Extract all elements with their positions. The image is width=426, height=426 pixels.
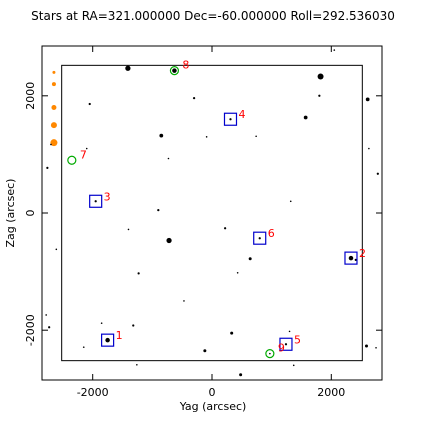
star-point <box>88 102 91 106</box>
x-tick-label: -2000 <box>77 386 109 399</box>
star-point <box>127 228 130 231</box>
offchip-star <box>52 70 56 74</box>
star-point <box>269 352 271 355</box>
star-point <box>288 330 291 333</box>
star-point <box>258 237 261 240</box>
star-point <box>284 343 288 346</box>
star-point <box>167 157 170 160</box>
acquisition-circles: 7 8 9 <box>67 59 285 359</box>
star-point <box>82 346 85 348</box>
star-point <box>333 49 336 51</box>
star-point <box>203 349 207 353</box>
star-point <box>85 147 88 150</box>
y-axis-label: Zag (arcsec) <box>4 179 17 248</box>
y-tick-label: -2000 <box>24 314 37 346</box>
offchip-star <box>50 122 57 129</box>
star-point <box>46 166 49 170</box>
star-point <box>239 373 243 377</box>
star-point <box>94 200 97 203</box>
guide-star-boxes: 1 2 3 4 5 6 <box>89 108 366 351</box>
guide-star-box <box>89 194 103 208</box>
star-point <box>192 97 196 100</box>
star-point <box>236 271 239 274</box>
star-point <box>364 344 368 348</box>
star-point <box>157 208 160 212</box>
star-point <box>317 73 324 80</box>
acq-circle <box>169 66 180 76</box>
x-axis-label: Yag (arcsec) <box>179 400 247 413</box>
y-tick-label: 0 <box>24 210 37 217</box>
guide-star-box <box>344 251 358 265</box>
star-point <box>50 143 52 146</box>
star-point <box>183 300 185 302</box>
x-tick-label: 2000 <box>317 386 345 399</box>
guide-star-box <box>253 231 267 245</box>
offchip-stars <box>50 70 58 147</box>
star-point <box>136 363 138 366</box>
guide-star-label: 2 <box>359 247 366 260</box>
star-point <box>365 97 370 102</box>
star-point <box>45 314 47 316</box>
star-point <box>230 331 234 335</box>
star-point <box>292 364 295 367</box>
guide-star-box <box>223 112 238 126</box>
offchip-star <box>51 105 57 111</box>
offchip-star <box>50 139 58 147</box>
star-point <box>132 324 135 327</box>
guide-star-box <box>101 333 115 347</box>
star-point <box>229 118 232 121</box>
star-point <box>348 255 354 261</box>
guide-star-label: 6 <box>268 227 275 240</box>
star-point <box>318 94 321 97</box>
star-point <box>55 248 58 251</box>
star-point <box>375 346 377 349</box>
star-point <box>354 258 357 262</box>
star-point <box>223 227 227 230</box>
acq-star-label: 7 <box>80 148 87 161</box>
star-point <box>289 200 292 203</box>
offchip-star <box>51 82 56 87</box>
star-point <box>48 326 51 329</box>
star-point <box>248 257 252 261</box>
star-point <box>172 68 177 73</box>
y-tick-label: 2000 <box>24 82 37 110</box>
star-point <box>125 65 131 71</box>
field-of-view-box <box>61 64 363 362</box>
star-point <box>368 147 370 150</box>
guide-star-label: 5 <box>294 333 301 346</box>
acq-circle <box>67 155 77 165</box>
y-axis: -2000 0 2000 <box>24 82 382 346</box>
star-point <box>303 115 308 120</box>
acq-star-label: 8 <box>182 59 189 72</box>
stars <box>45 49 379 377</box>
star-point <box>166 237 172 244</box>
star-point <box>376 172 379 175</box>
plot-frame <box>41 45 383 381</box>
star-point <box>137 272 140 275</box>
acq-circle <box>265 349 275 359</box>
star-point <box>100 322 103 324</box>
x-axis: -2000 0 2000 <box>77 46 345 399</box>
star-point <box>159 133 164 138</box>
guide-star-label: 3 <box>104 190 111 203</box>
guide-star-box <box>279 337 293 351</box>
x-tick-label: 0 <box>209 386 216 399</box>
guide-star-label: 4 <box>238 108 245 121</box>
acq-star-label: 9 <box>278 342 285 355</box>
guide-star-label: 1 <box>116 329 123 342</box>
chart-title: Stars at RA=321.000000 Dec=-60.000000 Ro… <box>31 9 395 23</box>
star-point <box>255 135 257 138</box>
star-point <box>105 337 110 343</box>
star-point <box>205 136 208 138</box>
